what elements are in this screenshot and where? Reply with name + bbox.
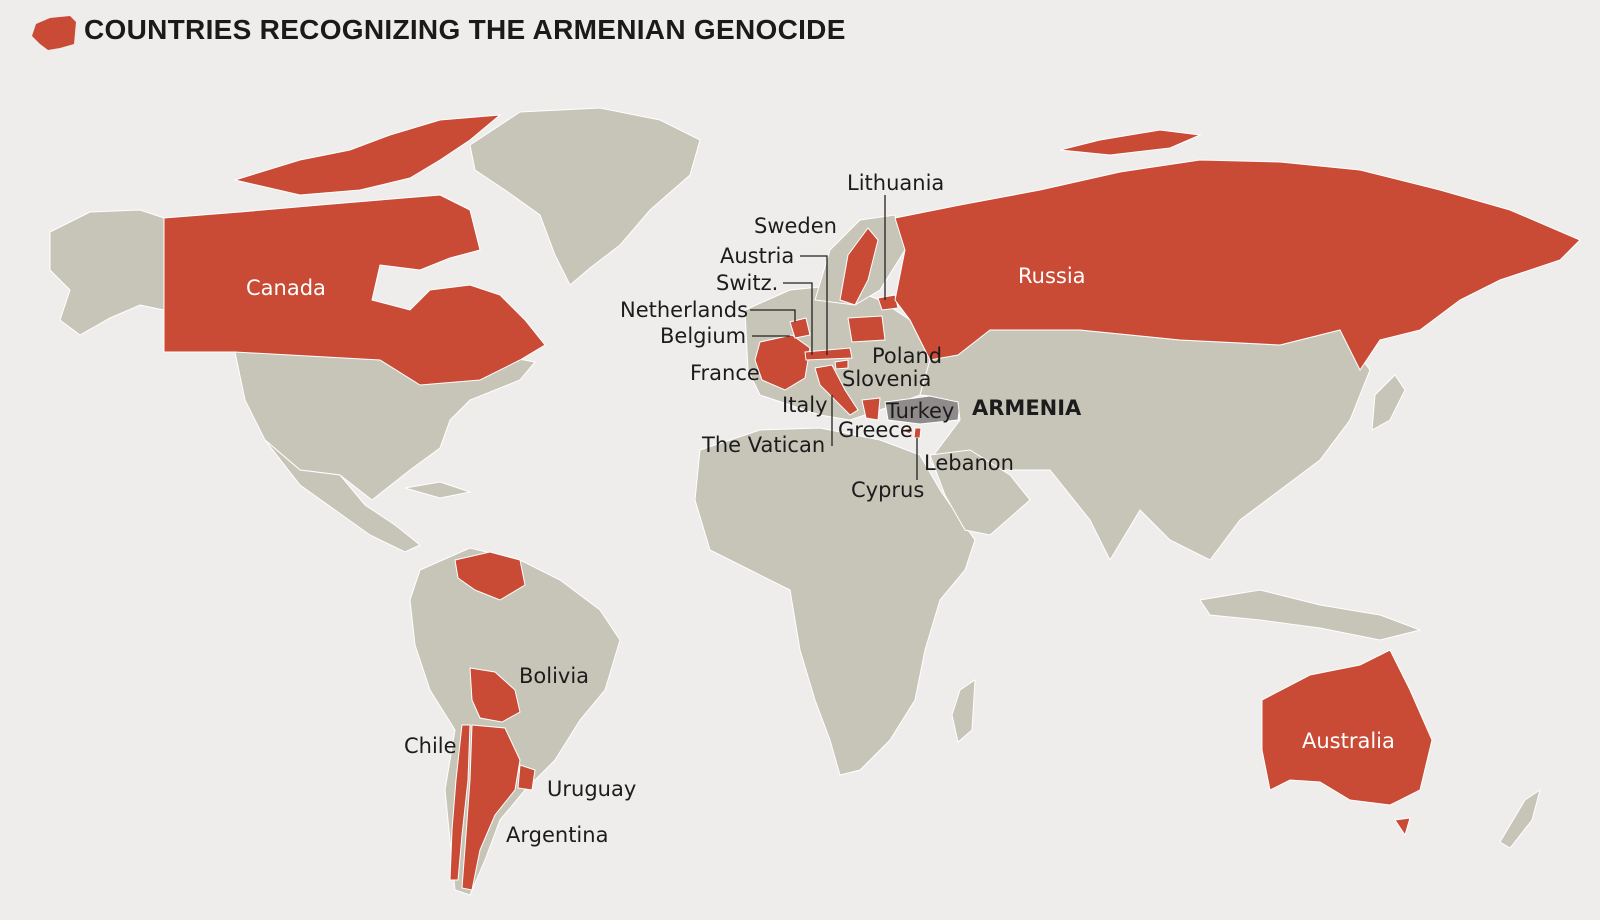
- label-cyprus: Cyprus: [851, 478, 924, 502]
- italy-shape: [814, 364, 859, 416]
- label-italy: Italy: [782, 393, 828, 417]
- venezuela-shape: [454, 551, 526, 601]
- label-lebanon: Lebanon: [924, 451, 1014, 475]
- indonesia-shape: [1199, 589, 1422, 641]
- label-chile: Chile: [404, 734, 457, 758]
- tasmania-shape: [1394, 817, 1411, 837]
- switz-austria-shape: [804, 347, 853, 361]
- canada-shape: [163, 194, 546, 386]
- red-country-swatch-icon: [32, 16, 76, 50]
- mexico-shape: [264, 439, 421, 553]
- label-uruguay: Uruguay: [547, 777, 636, 801]
- label-russia: Russia: [1018, 264, 1086, 288]
- new-zealand-shape: [1499, 788, 1541, 849]
- madagascar-shape: [951, 679, 976, 743]
- japan-shape: [1371, 374, 1406, 431]
- label-vatican: The Vatican: [701, 433, 825, 457]
- leader-switz: [783, 282, 813, 355]
- label-bolivia: Bolivia: [519, 664, 589, 688]
- lebanon-shape: [913, 427, 922, 439]
- russia-shape: [894, 159, 1581, 371]
- label-netherlands: Netherlands: [620, 298, 748, 322]
- label-greece: Greece: [838, 418, 913, 442]
- leader-austria: [800, 255, 828, 355]
- benelux-shape: [789, 317, 811, 339]
- label-armenia: ARMENIA: [972, 396, 1082, 420]
- caribbean-shape: [404, 481, 472, 499]
- label-austria: Austria: [720, 244, 794, 268]
- leader-lines: [750, 195, 918, 480]
- chile-shape: [449, 724, 471, 881]
- greece-shape: [861, 397, 881, 421]
- label-france: France: [690, 361, 760, 385]
- arabia-shape: [929, 449, 1031, 536]
- canada-arctic-islands-shape: [233, 114, 502, 196]
- label-turkey: Turkey: [885, 399, 954, 423]
- lithuania-shape: [877, 294, 899, 311]
- poland-shape: [847, 315, 886, 343]
- greenland-shape: [469, 107, 701, 286]
- map-title: COUNTRIES RECOGNIZING THE ARMENIAN GENOC…: [84, 14, 846, 45]
- bolivia-shape: [469, 667, 521, 723]
- label-lithuania: Lithuania: [847, 171, 944, 195]
- alaska-shape: [49, 209, 165, 336]
- label-switz: Switz.: [716, 271, 778, 295]
- label-poland: Poland: [872, 344, 942, 368]
- sweden-shape: [839, 227, 879, 306]
- russia-arctic-islands-shape: [1059, 129, 1202, 156]
- argentina-shape: [461, 724, 521, 891]
- label-slovenia: Slovenia: [842, 367, 931, 391]
- africa-shape: [694, 427, 976, 776]
- slovenia-shape: [834, 359, 849, 370]
- cyprus-shape: [898, 427, 913, 435]
- label-belgium: Belgium: [660, 324, 746, 348]
- label-canada: Canada: [246, 276, 326, 300]
- label-australia: Australia: [1302, 729, 1395, 753]
- label-sweden: Sweden: [754, 214, 837, 238]
- uruguay-shape: [517, 764, 536, 791]
- label-argentina: Argentina: [506, 823, 608, 847]
- australia-shape: [1261, 649, 1433, 806]
- leader-netherlands: [750, 309, 796, 322]
